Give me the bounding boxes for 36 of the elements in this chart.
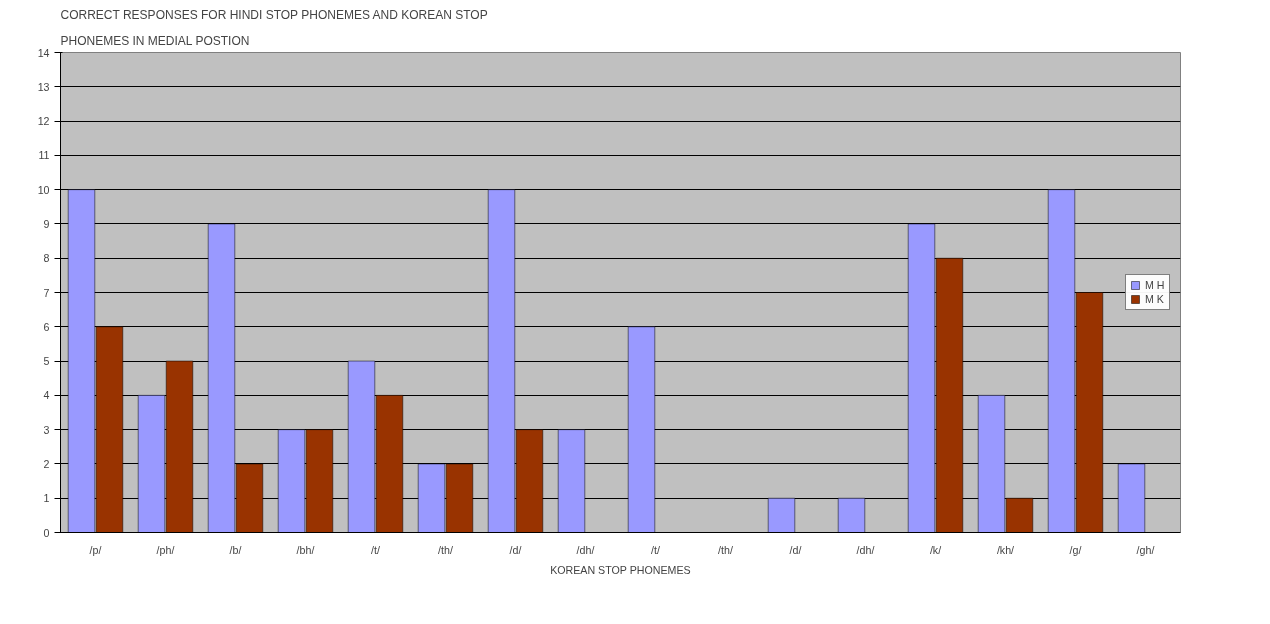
x-tick-label: /b/	[229, 543, 242, 556]
x-tick-label: /d/	[789, 543, 802, 556]
y-tick-label: 11	[38, 149, 50, 162]
x-tick-label: /dh/	[576, 543, 595, 556]
y-tick-label: 4	[43, 389, 50, 402]
y-tick-label: 7	[43, 286, 50, 299]
y-tick-label: 9	[43, 217, 50, 230]
y-tick-label: 2	[43, 457, 50, 470]
x-tick-label: /d/	[509, 543, 522, 556]
y-tick-label: 14	[37, 46, 50, 59]
y-tick-label: 1	[43, 492, 50, 505]
x-tick-label: /kh/	[996, 543, 1015, 556]
x-tick-label: /t/	[371, 543, 380, 556]
y-tick-label: 5	[43, 355, 50, 368]
x-axis-title: KOREAN STOP PHONEMES	[550, 563, 691, 576]
chart-subtitle: PHONEMES IN MEDIAL POSTION	[60, 33, 250, 48]
x-tick-label: /k/	[929, 543, 942, 556]
x-tick-label: /th/	[438, 543, 453, 556]
y-tick-label: 0	[43, 526, 50, 539]
x-tick-label: /p/	[89, 543, 102, 556]
y-tick-label: 13	[37, 80, 50, 93]
x-tick-label: /ph/	[156, 543, 175, 556]
chart-title: CORRECT RESPONSES FOR HINDI STOP PHONEMES AND KOREAN STOP	[60, 7, 488, 22]
x-tick-label: /t/	[651, 543, 660, 556]
y-tick-label: 10	[37, 183, 50, 196]
x-tick-label: /g/	[1069, 543, 1082, 556]
x-tick-label: /th/	[718, 543, 733, 556]
y-tick-label: 8	[43, 252, 50, 265]
x-tick-label: /gh/	[1136, 543, 1155, 556]
y-tick-label: 3	[43, 423, 50, 436]
x-tick-label: /bh/	[296, 543, 315, 556]
legend-label: M K	[1145, 293, 1165, 305]
y-tick-label: 6	[43, 320, 50, 333]
x-tick-label: /dh/	[856, 543, 875, 556]
legend-label: M H	[1145, 279, 1165, 291]
y-tick-label: 12	[37, 115, 50, 128]
